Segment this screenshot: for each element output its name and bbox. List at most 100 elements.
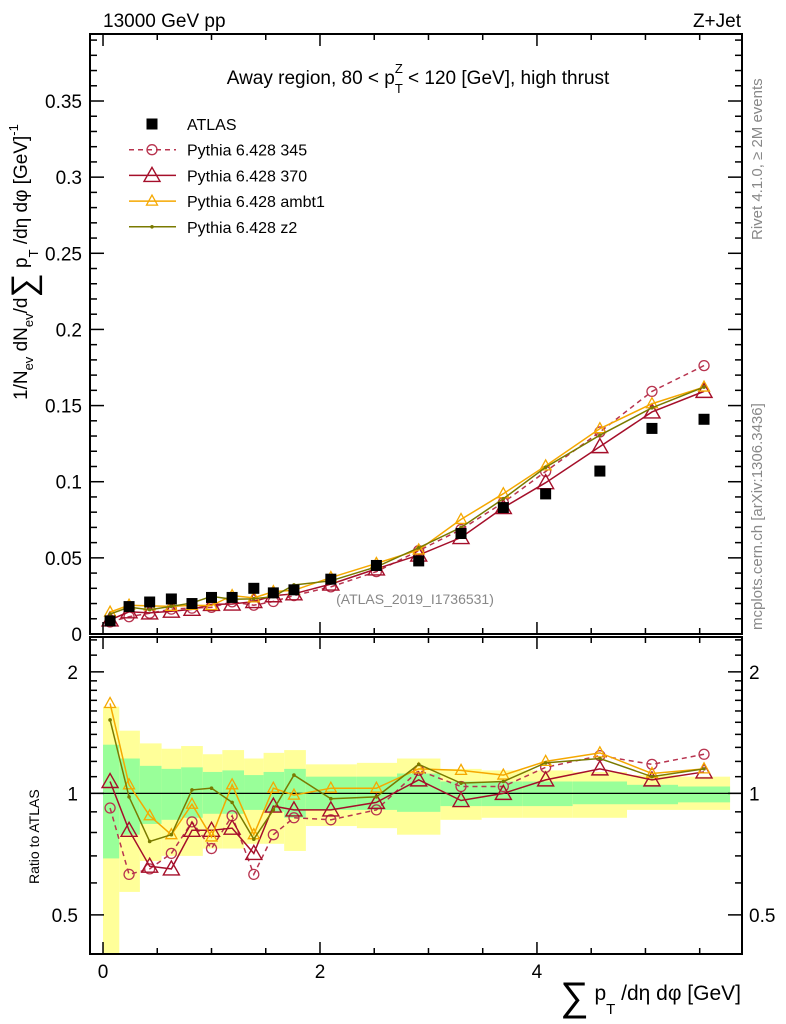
- ratio-point-0: [205, 842, 218, 855]
- data-point: [540, 488, 552, 500]
- ratio-y-axis-label: Ratio to ATLAS: [26, 789, 42, 884]
- series-point-2: [593, 421, 607, 434]
- data-point: [248, 582, 260, 594]
- stat-uncertainty-band: [103, 744, 120, 859]
- data-point: [325, 573, 337, 585]
- ratio-point-1: [494, 783, 513, 801]
- stat-uncertainty-band: [181, 767, 203, 818]
- ratio-frame: [89, 636, 743, 955]
- ratio-point-2: [103, 696, 117, 709]
- ratio-point-3: [209, 786, 214, 790]
- series-point-3: [108, 612, 112, 616]
- ratio-point-3: [459, 781, 463, 785]
- side-text-mcplots: mcplots.cern.ch [arXiv:1306.3436]: [749, 403, 766, 630]
- y-tick-label: 0.25: [45, 244, 82, 265]
- ratio-point-1: [321, 800, 341, 817]
- ratio-point-2: [185, 796, 199, 809]
- ratio-point-1: [162, 859, 181, 876]
- y-tick-label: 0.3: [56, 168, 82, 189]
- stat-uncertainty-band: [677, 786, 731, 803]
- ratio-point-1: [244, 843, 264, 861]
- y-tick-label: 0.35: [45, 92, 82, 113]
- data-point: [165, 593, 177, 605]
- ratio-point-1: [182, 820, 202, 838]
- ratio-point-1: [264, 796, 283, 813]
- series-point-3: [702, 385, 706, 389]
- series-point-2: [454, 512, 468, 525]
- series-point-2: [204, 598, 219, 611]
- stat-uncertainty-band: [222, 770, 245, 814]
- ratio-tick-label: 0.5: [52, 906, 78, 927]
- ratio-point-2: [225, 777, 239, 790]
- y-tick-label: 0.2: [56, 320, 82, 341]
- legend-marker: [150, 225, 154, 229]
- ratio-point-0: [370, 804, 383, 816]
- ratio-point-3: [702, 767, 706, 771]
- ratio-point-2: [496, 767, 510, 780]
- ratio-point-3: [169, 832, 174, 837]
- ratio-point-2: [412, 761, 426, 774]
- series-point-1: [244, 592, 264, 609]
- legend-label: ATLAS: [187, 117, 237, 134]
- y-tick-label: 0.15: [45, 397, 82, 418]
- ratio-point-1: [119, 820, 139, 838]
- data-point: [698, 413, 710, 425]
- legend-marker: [146, 144, 158, 156]
- ratio-point-0: [144, 863, 156, 875]
- data-point: [267, 587, 279, 599]
- ratio-point-3: [543, 761, 548, 765]
- series-line-2: [109, 386, 705, 613]
- y-tick-label: 0.05: [45, 549, 82, 570]
- ratio-point-3: [292, 773, 296, 777]
- ratio-point-1: [409, 770, 428, 787]
- ratio-point-0: [698, 748, 710, 760]
- data-point: [104, 615, 116, 627]
- ratio-point-1: [140, 856, 159, 873]
- ratio-point-3: [329, 796, 333, 801]
- ratio-point-2: [143, 808, 157, 821]
- plot-title: Away region, 80 < pTZ < 120 [GeV], high …: [227, 61, 610, 96]
- ratio-point-0: [104, 802, 116, 814]
- series-point-3: [501, 496, 506, 501]
- ratio-point-0: [646, 758, 658, 771]
- data-point: [646, 422, 658, 434]
- series-point-0: [698, 359, 710, 372]
- series-line-0: [109, 364, 705, 623]
- ratio-point-3: [252, 837, 256, 841]
- ratio-point-1: [451, 791, 471, 808]
- series-line-1: [109, 390, 705, 621]
- legend-marker: [142, 165, 162, 183]
- ratio-point-2: [287, 787, 301, 800]
- ratio-point-3: [271, 808, 276, 812]
- data-point: [206, 591, 218, 603]
- main-panel-content: [100, 359, 714, 628]
- series-point-3: [543, 465, 548, 470]
- data-point: [370, 559, 382, 571]
- ratio-point-1: [536, 770, 555, 787]
- x-tick-label: 2: [315, 962, 326, 983]
- data-point: [123, 601, 135, 613]
- ratio-tick-label: 2: [67, 663, 78, 684]
- main-frame: [89, 33, 743, 635]
- ratio-tick-label-right: 2: [749, 663, 760, 684]
- data-point: [186, 598, 198, 610]
- series-point-2: [697, 379, 711, 392]
- series-point-3: [169, 604, 174, 609]
- data-point: [226, 591, 238, 603]
- series-point-3: [147, 607, 152, 612]
- series-point-3: [416, 545, 421, 550]
- ratio-point-2: [164, 827, 178, 840]
- ratio-point-1: [284, 800, 304, 817]
- ratio-point-0: [123, 868, 135, 881]
- series-point-2: [247, 590, 261, 603]
- ratio-point-1: [222, 818, 242, 835]
- legend-label: Pythia 6.428 ambt1: [187, 194, 325, 211]
- stat-uncertainty-band: [627, 784, 678, 805]
- series-point-1: [590, 437, 610, 454]
- ratio-point-3: [147, 839, 152, 844]
- side-text-rivet: Rivet 4.1.0, ≥ 2M events: [749, 78, 766, 240]
- series-point-1: [694, 381, 714, 399]
- ratio-point-3: [416, 762, 421, 767]
- ratio-point-3: [374, 795, 379, 799]
